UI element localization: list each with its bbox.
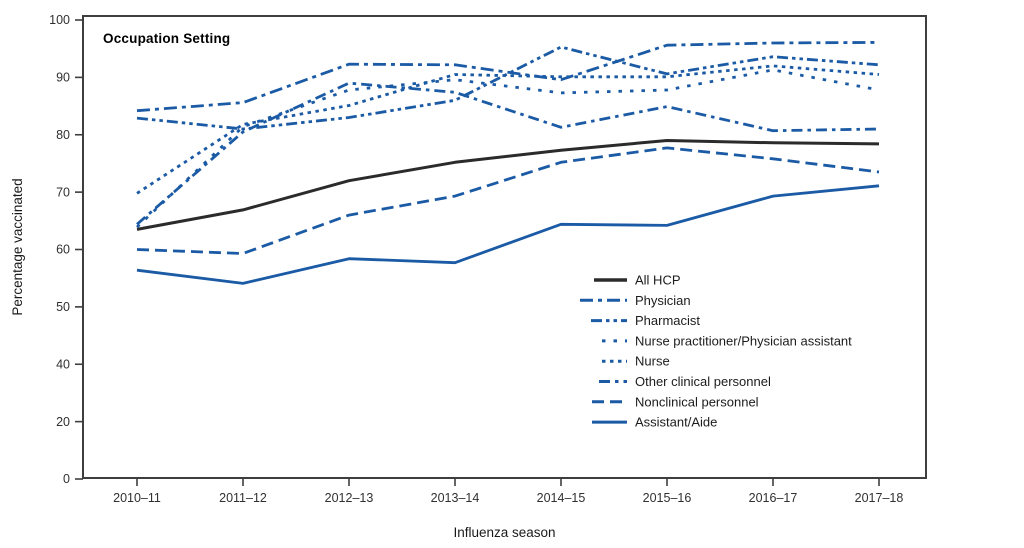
series-line-all-hcp	[136, 139, 880, 231]
y-tick-label: 60	[56, 243, 70, 257]
y-axis-label: Percentage vaccinated	[10, 178, 25, 316]
legend: All HCP Physician Pharmacist Nurse practiti…	[580, 273, 852, 430]
y-tick-label: 50	[56, 300, 70, 314]
series-line-pharmacist	[136, 45, 880, 131]
legend-item-pharmacist: Pharmacist	[591, 313, 700, 328]
x-tick-label: 2011–12	[219, 491, 267, 505]
legend-item-other-clinical-personnel: Other clinical personnel	[599, 374, 771, 389]
panel-title: Occupation Setting	[103, 31, 231, 46]
y-tick-label: 90	[56, 71, 70, 85]
legend-label: Nurse	[635, 354, 670, 369]
legend-label: Nurse practitioner/Physician assistant	[635, 333, 852, 348]
x-tick-label: 2010–11	[113, 491, 161, 505]
legend-item-nurse: Nurse	[602, 354, 670, 369]
legend-item-nurse-practitioner-physician-assistant: Nurse practitioner/Physician assistant	[602, 333, 852, 348]
x-axis-label: Influenza season	[453, 525, 556, 540]
legend-label: Assistant/Aide	[635, 415, 717, 430]
x-tick-label: 2013–14	[431, 491, 480, 505]
y-tick-label: 0	[63, 472, 70, 486]
chart-frame	[82, 15, 927, 479]
legend-label: Physician	[635, 293, 691, 308]
y-tick-label: 20	[56, 415, 70, 429]
legend-item-nonclinical-personnel: Nonclinical personnel	[592, 394, 759, 409]
y-tick-label: 80	[56, 128, 70, 142]
series-line-nonclinical-personnel	[136, 146, 880, 255]
legend-label: Pharmacist	[635, 313, 700, 328]
series-line-nurse-practitioner-physician-assistant	[136, 68, 880, 229]
legend-item-physician: Physician	[580, 293, 691, 308]
legend-label: Other clinical personnel	[635, 374, 771, 389]
x-tick-label: 2012–13	[325, 491, 374, 505]
series-line-other-clinical-personnel	[136, 81, 880, 226]
x-tick-label: 2015–16	[643, 491, 692, 505]
y-tick-label: 40	[56, 357, 70, 371]
series-line-assistant-aide	[136, 184, 880, 285]
series-line-physician	[136, 41, 880, 113]
y-tick-label: 70	[56, 185, 70, 199]
series-line-nurse	[136, 64, 880, 195]
x-tick-label: 2016–17	[749, 491, 798, 505]
legend-item-all-hcp: All HCP	[594, 273, 681, 288]
legend-item-assistant-aide: Assistant/Aide	[592, 415, 717, 430]
x-tick-label: 2017–18	[855, 491, 904, 505]
legend-label: Nonclinical personnel	[635, 394, 759, 409]
y-tick-label: 100	[49, 13, 70, 27]
x-tick-label: 2014–15	[537, 491, 586, 505]
legend-label: All HCP	[635, 273, 681, 288]
